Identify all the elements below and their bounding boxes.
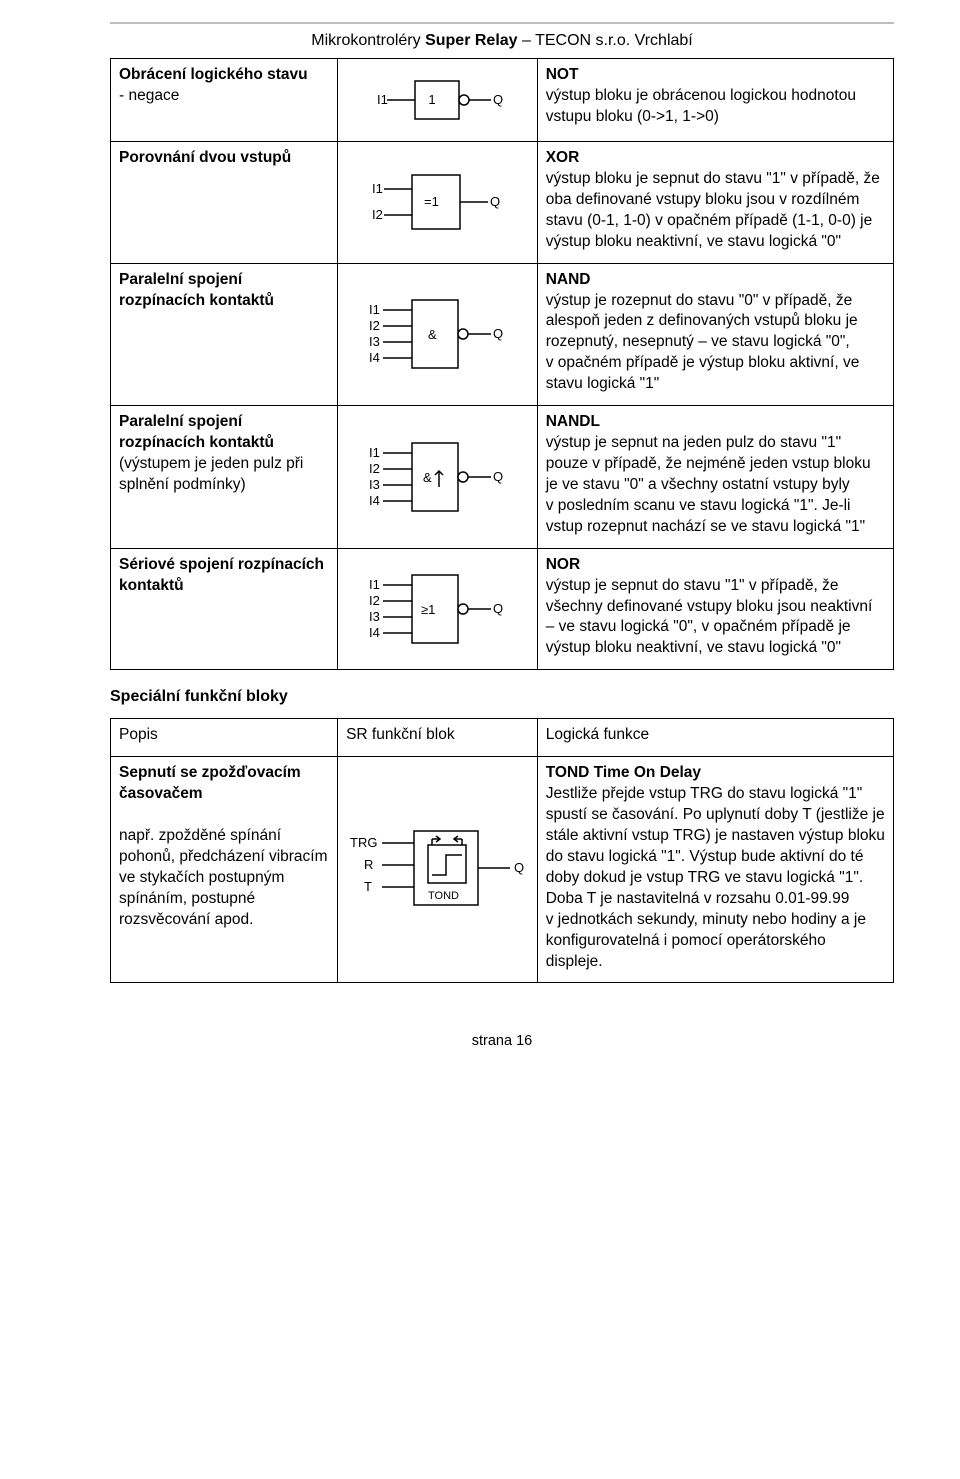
row-description: Sériové spojení rozpínacích kontaktů	[111, 548, 338, 670]
row-symbol: I1 I2 =1 Q	[338, 142, 538, 264]
row-description: Sepnutí se zpožďovacím časovačemnapř. zp…	[111, 757, 338, 983]
page-number: strana 16	[110, 1033, 894, 1049]
svg-text:R: R	[364, 857, 373, 872]
row-symbol: TRG R T TOND Q	[338, 757, 538, 983]
row-function: NORvýstup je sepnut do stavu "1" v přípa…	[537, 548, 893, 670]
table-row: Paralelní spojení rozpínacích kontaktů I…	[111, 263, 894, 406]
svg-text:I2: I2	[369, 461, 380, 476]
row-function: NANDvýstup je rozepnut do stavu "0" v př…	[537, 263, 893, 406]
row-function: NOTvýstup bloku je obrácenou logickou ho…	[537, 59, 893, 142]
table-header-row: Popis SR funkční blok Logická funkce	[111, 719, 894, 757]
svg-text:I2: I2	[372, 207, 383, 222]
header-bold: Super Relay	[425, 32, 517, 49]
row-symbol: I1 1 Q	[338, 59, 538, 142]
svg-text:Q: Q	[490, 194, 500, 209]
svg-text:I1: I1	[369, 302, 380, 317]
svg-text:=1: =1	[424, 194, 439, 209]
svg-text:&: &	[428, 327, 437, 342]
table-row: Sepnutí se zpožďovacím časovačemnapř. zp…	[111, 757, 894, 983]
svg-text:I3: I3	[369, 334, 380, 349]
svg-text:I4: I4	[369, 493, 380, 508]
svg-text:T: T	[364, 879, 372, 894]
row-description: Paralelní spojení rozpínacích kontaktů(v…	[111, 406, 338, 549]
svg-text:Q: Q	[514, 860, 524, 875]
row-function: NANDLvýstup je sepnut na jeden pulz do s…	[537, 406, 893, 549]
svg-text:I2: I2	[369, 593, 380, 608]
svg-text:I3: I3	[369, 477, 380, 492]
row-symbol: I1 I2 I3 I4 & Q	[338, 406, 538, 549]
table-row: Sériové spojení rozpínacích kontaktů I1 …	[111, 548, 894, 670]
svg-text:TOND: TOND	[428, 890, 459, 902]
header-suffix: – TECON s.r.o. Vrchlabí	[518, 32, 693, 49]
svg-text:Q: Q	[493, 92, 503, 107]
svg-text:I2: I2	[369, 318, 380, 333]
row-description: Obrácení logického stavu- negace	[111, 59, 338, 142]
header-popis: Popis	[111, 719, 338, 757]
svg-text:Q: Q	[493, 601, 503, 616]
top-rule	[110, 22, 894, 24]
header-sr-blok: SR funkční blok	[338, 719, 538, 757]
table-row: Porovnání dvou vstupů I1 I2 =1 Q XORvýst…	[111, 142, 894, 264]
svg-text:≥1: ≥1	[421, 602, 435, 617]
svg-text:I4: I4	[369, 625, 380, 640]
row-description: Paralelní spojení rozpínacích kontaktů	[111, 263, 338, 406]
svg-text:1: 1	[429, 92, 436, 107]
row-description: Porovnání dvou vstupů	[111, 142, 338, 264]
table-row: Paralelní spojení rozpínacích kontaktů(v…	[111, 406, 894, 549]
row-function: TOND Time On DelayJestliže přejde vstup …	[537, 757, 893, 983]
section-heading: Speciální funkční bloky	[110, 688, 894, 706]
header-logicka-funkce: Logická funkce	[537, 719, 893, 757]
svg-text:I1: I1	[369, 445, 380, 460]
page-container: Mikrokontroléry Super Relay – TECON s.r.…	[0, 0, 960, 1089]
header-prefix: Mikrokontroléry	[311, 32, 425, 49]
svg-text:&: &	[423, 470, 432, 485]
table-row: Obrácení logického stavu- negace I1 1 Q …	[111, 59, 894, 142]
row-symbol: I1 I2 I3 I4 & Q	[338, 263, 538, 406]
svg-text:I4: I4	[369, 350, 380, 365]
svg-text:Q: Q	[493, 326, 503, 341]
svg-text:I1: I1	[377, 92, 388, 107]
logic-gates-table: Obrácení logického stavu- negace I1 1 Q …	[110, 58, 894, 670]
running-header: Mikrokontroléry Super Relay – TECON s.r.…	[110, 26, 894, 58]
svg-text:I3: I3	[369, 609, 380, 624]
svg-text:I1: I1	[372, 181, 383, 196]
row-function: XORvýstup bloku je sepnut do stavu "1" v…	[537, 142, 893, 264]
row-symbol: I1 I2 I3 I4 ≥1 Q	[338, 548, 538, 670]
svg-text:TRG: TRG	[350, 835, 377, 850]
svg-text:Q: Q	[493, 469, 503, 484]
svg-text:I1: I1	[369, 577, 380, 592]
special-blocks-table: Popis SR funkční blok Logická funkce Sep…	[110, 718, 894, 983]
